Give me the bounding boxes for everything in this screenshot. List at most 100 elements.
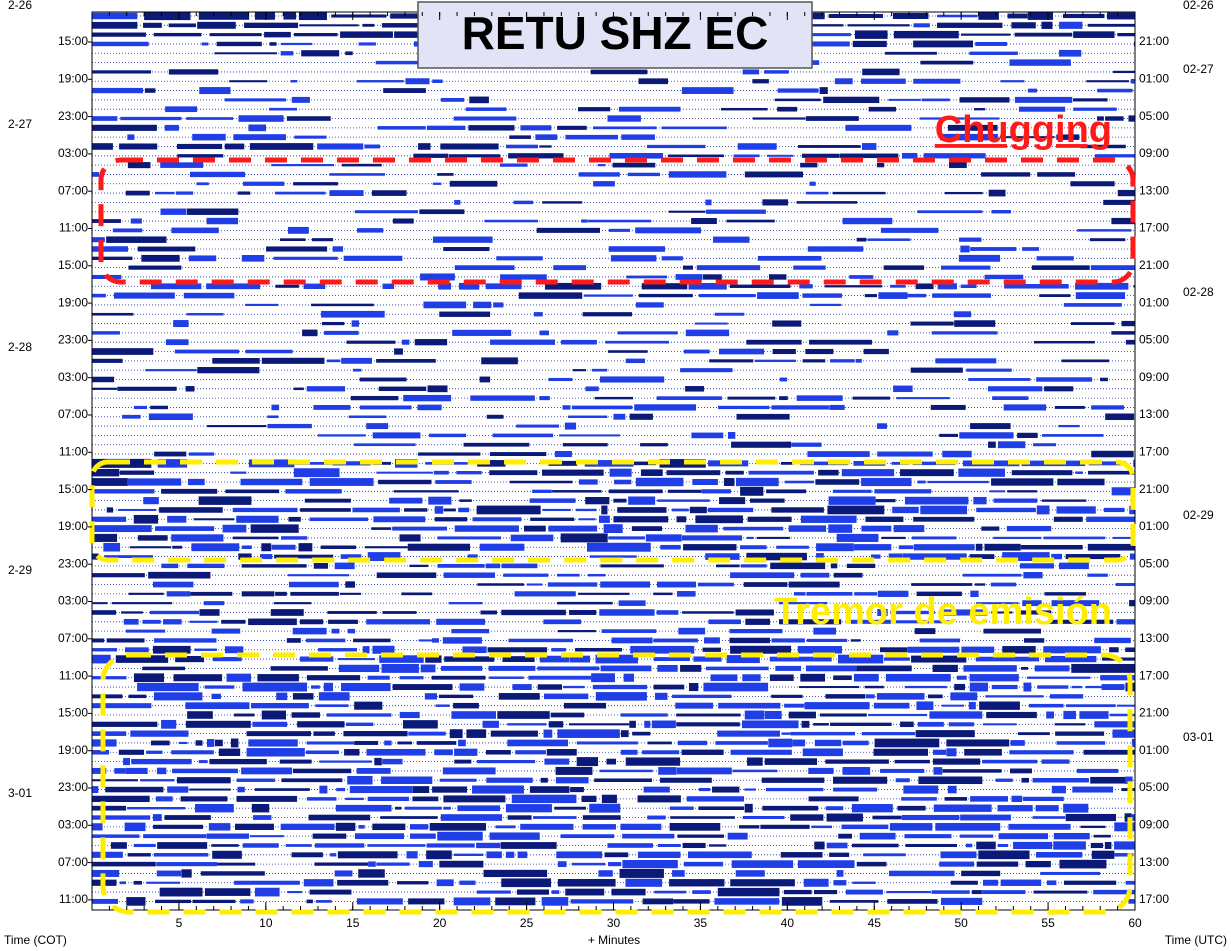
trace-segment [833,788,877,792]
trace-segment [685,386,704,392]
left-time-label: 03:00 [58,817,88,831]
trace-segment [242,591,275,596]
trace-segment [1037,256,1074,260]
trace-segment [443,247,489,251]
trace-segment [726,220,774,223]
trace-segment [609,246,665,252]
trace-segment [301,50,339,56]
trace-segment [161,720,176,729]
trace-segment [1043,646,1101,653]
trace-segment [368,676,390,680]
trace-segment [506,852,514,858]
trace-segment [587,543,651,552]
trace-segment [854,544,891,550]
trace-segment [670,823,721,831]
right-time-label: 21:00 [1139,706,1169,720]
trace-segment [480,611,496,615]
trace-segment [408,544,470,551]
trace-segment [970,796,1008,802]
trace-segment [622,860,677,868]
trace-segment [428,385,448,392]
trace-segment [568,416,607,418]
trace-segment [918,776,982,784]
trace-segment [797,395,843,401]
trace-segment [353,369,362,372]
trace-segment [638,795,681,802]
right-time-label: 17:00 [1139,444,1169,458]
trace-segment [1013,842,1052,849]
trace-segment [644,721,650,728]
trace-segment [982,890,1025,894]
right-time-label: 21:00 [1139,34,1169,48]
trace-segment [212,851,242,859]
trace-segment [904,834,951,838]
left-time-label: 23:00 [58,556,88,570]
trace-segment [194,518,235,520]
trace-segment [993,499,1037,503]
trace-segment [639,294,693,297]
trace-segment [1064,303,1122,307]
trace-segment [128,695,146,698]
trace-segment [230,472,246,474]
trace-segment [556,851,602,858]
trace-segment [155,900,191,903]
trace-segment [718,703,780,709]
trace-segment [912,536,956,539]
trace-segment [937,15,977,18]
trace-segment [983,880,998,886]
trace-segment [92,870,119,877]
trace-segment [404,508,427,511]
trace-segment [601,666,652,672]
trace-segment [194,649,216,651]
trace-segment [324,331,359,335]
trace-segment [767,155,794,157]
trace-segment [454,760,471,764]
left-time-label: 11:00 [59,668,88,682]
trace-segment [799,284,812,288]
trace-segment [201,871,265,875]
trace-segment [676,722,740,726]
trace-segment [676,516,686,522]
trace-segment [869,107,896,112]
trace-segment [976,508,1036,512]
trace-segment [349,415,386,418]
trace-segment [715,741,767,745]
trace-segment [1007,526,1051,531]
trace-segment [520,824,573,830]
trace-segment [1070,181,1114,186]
trace-segment [217,42,262,46]
left-time-label: 15:00 [58,482,88,496]
trace-segment [654,657,690,661]
trace-segment [771,695,802,698]
trace-segment [1021,667,1028,670]
trace-segment [532,490,552,493]
trace-segment [286,844,312,847]
trace-segment [111,842,127,849]
trace-segment [617,507,666,513]
trace-segment [609,229,630,232]
trace-segment [626,757,680,765]
trace-segment [1015,33,1073,37]
trace-segment [92,779,138,781]
trace-segment [92,219,121,223]
trace-segment [1064,881,1116,885]
trace-segment [288,574,349,576]
trace-segment [549,721,563,727]
trace-segment [515,591,576,596]
trace-segment [1024,638,1044,642]
trace-segment [969,702,976,709]
trace-segment [357,80,404,82]
trace-segment [382,611,416,614]
trace-segment [920,506,967,514]
trace-segment [177,777,231,783]
trace-segment [150,406,168,409]
trace-segment [454,116,517,120]
trace-segment [740,487,763,496]
trace-segment [1126,881,1135,885]
trace-segment [288,227,309,234]
trace-segment [737,414,790,420]
trace-segment [845,125,911,131]
trace-segment [242,545,252,549]
trace-segment [1055,406,1085,409]
trace-segment [1072,787,1113,793]
